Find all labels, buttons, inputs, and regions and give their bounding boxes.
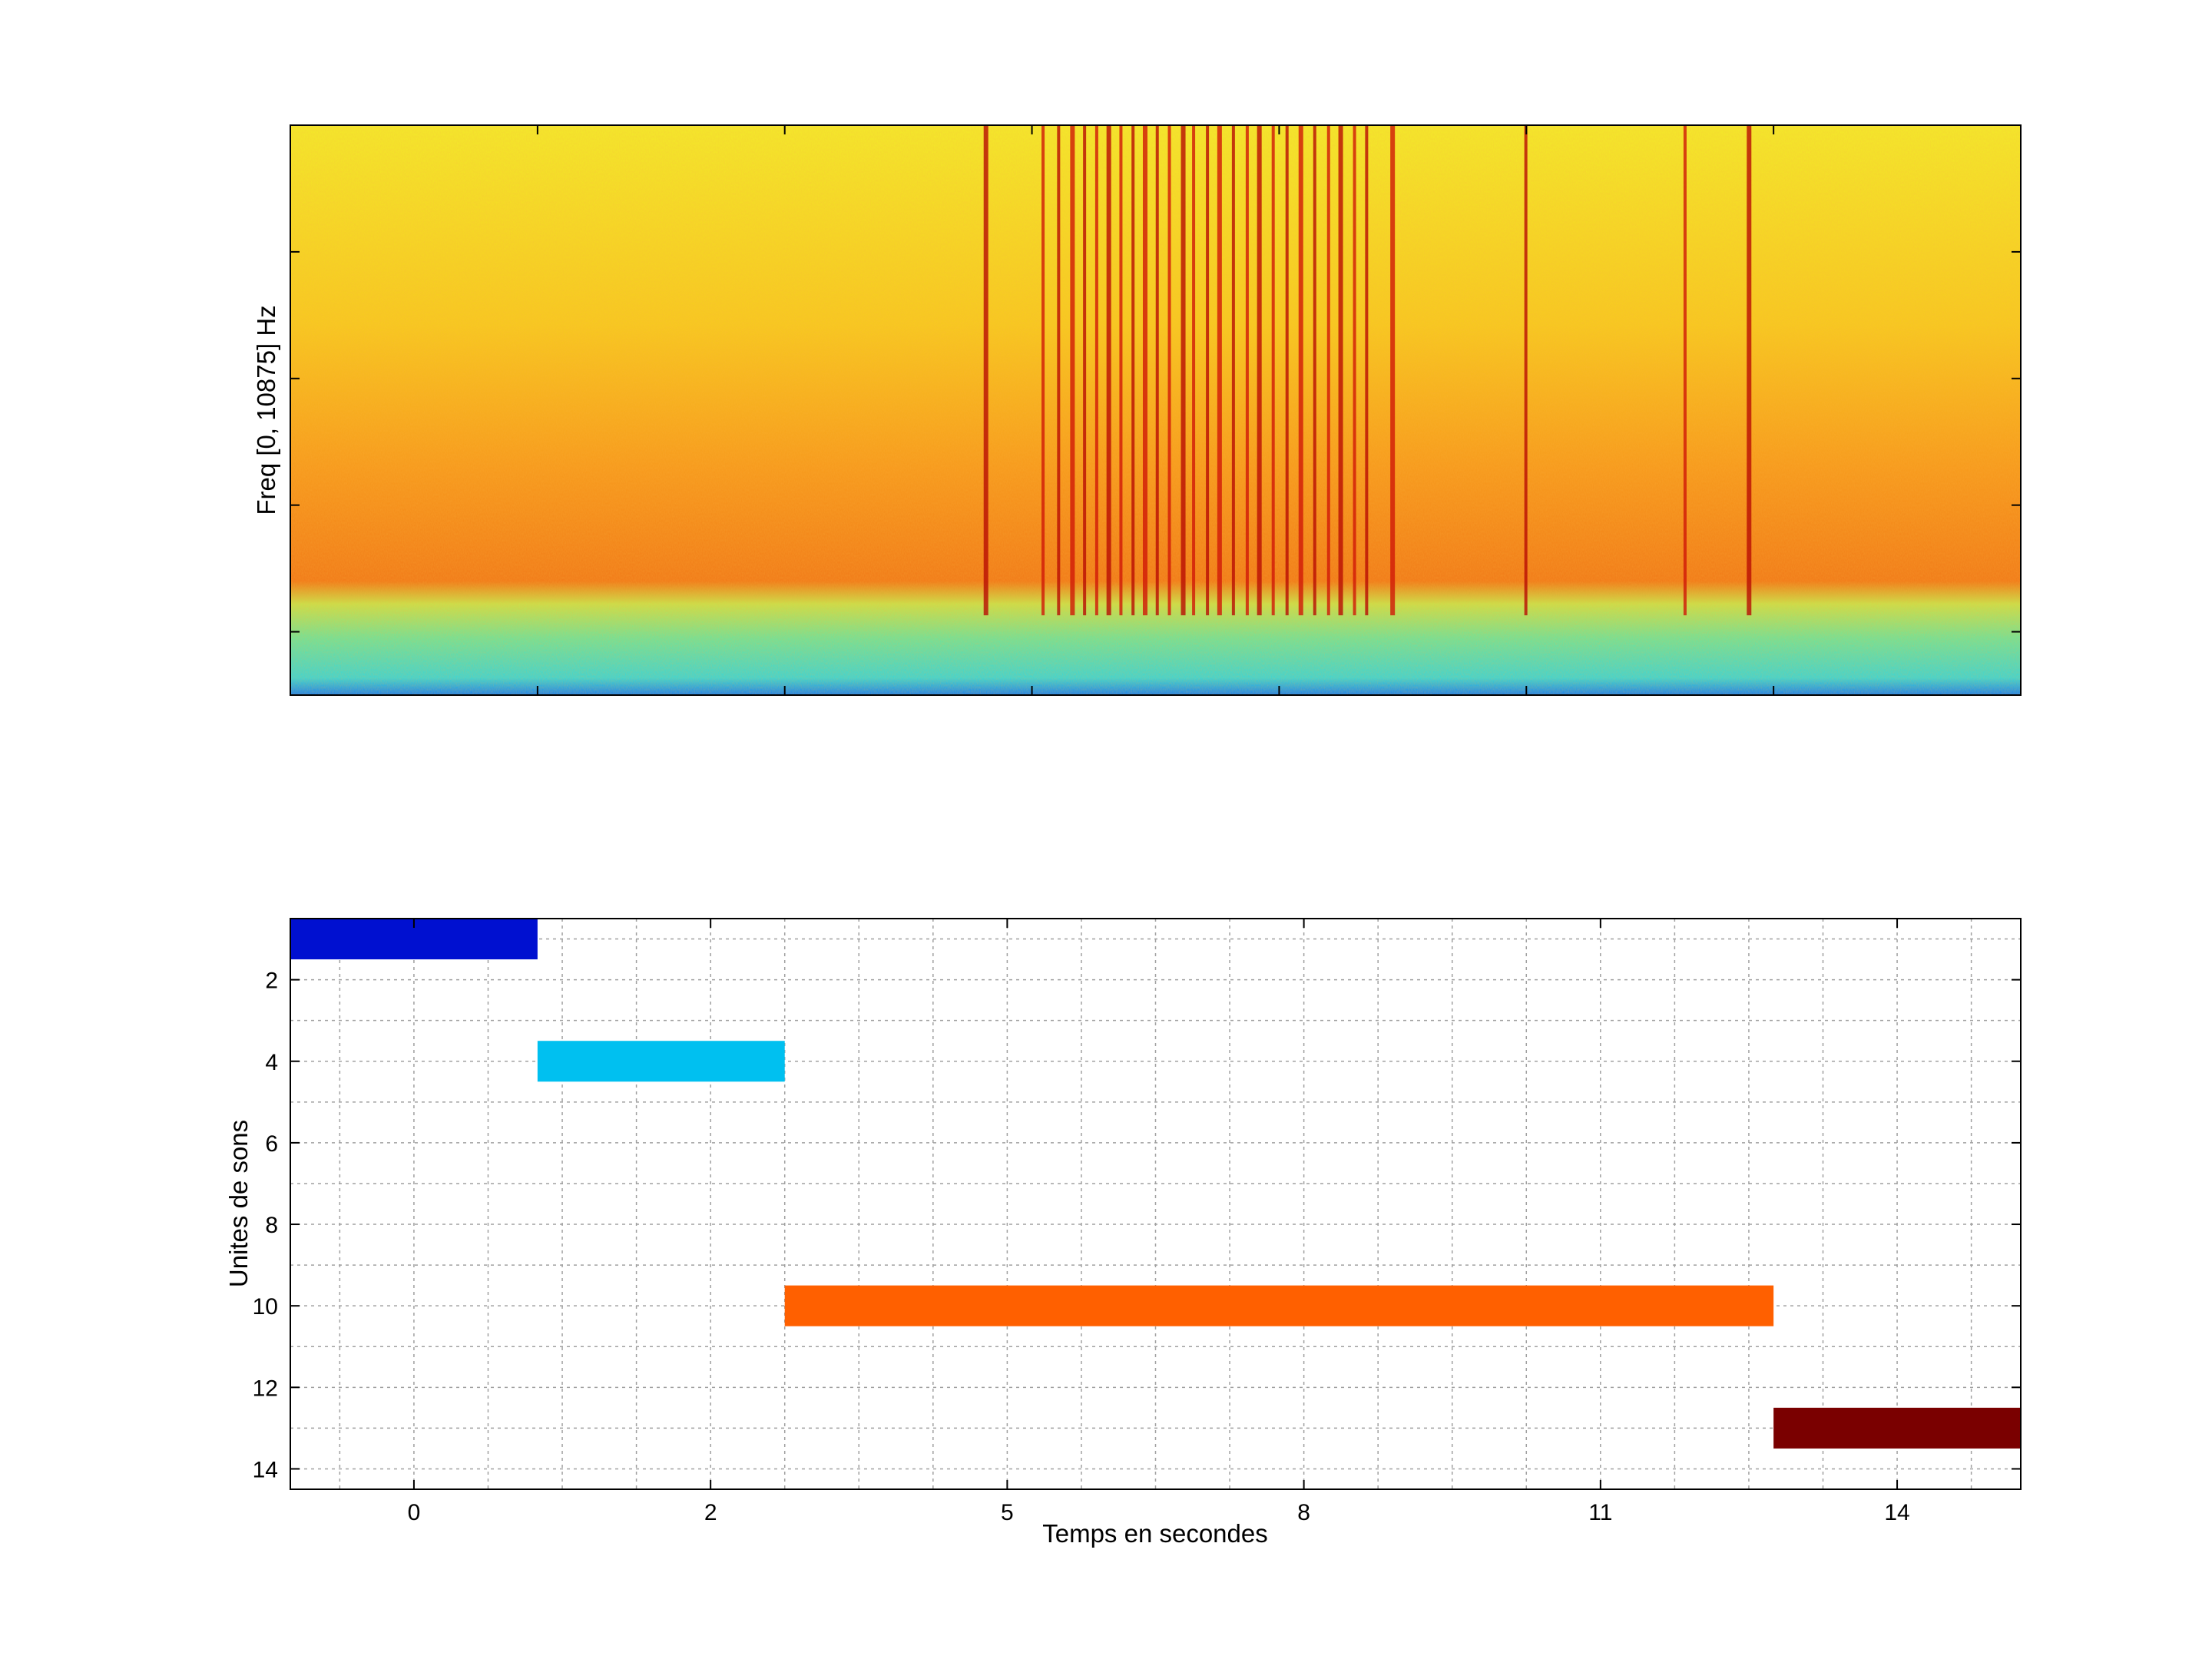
y-tick-label: 8 bbox=[265, 1213, 278, 1238]
sound-unit-bar-10 bbox=[784, 1285, 1774, 1326]
spectrogram-band bbox=[1353, 125, 1356, 616]
y-tick-label: 6 bbox=[265, 1131, 278, 1157]
spectrogram-panel: Freq [0, 10875] Hz bbox=[252, 124, 2022, 696]
spectrogram-band bbox=[1231, 125, 1235, 616]
spectrogram-band bbox=[1390, 125, 1396, 616]
spectrogram-band bbox=[1271, 125, 1275, 616]
spectrogram-band bbox=[1131, 125, 1135, 616]
timeline-panel: 0 2 5 8 11 14 2 4 6 8 10 12 14 Temps en secondes Un… bbox=[224, 918, 2022, 1548]
spectrogram-band bbox=[1206, 125, 1210, 616]
spectrogram-band bbox=[1192, 125, 1196, 616]
spectrogram-band bbox=[1285, 125, 1289, 616]
spectrogram-band bbox=[1747, 125, 1752, 616]
spectrogram-band bbox=[1217, 125, 1222, 616]
timeline-bars bbox=[290, 919, 2021, 1449]
x-tick-label: 8 bbox=[1297, 1500, 1310, 1525]
spectrogram-band bbox=[1298, 125, 1303, 616]
spectrogram-band bbox=[1083, 125, 1087, 616]
y-tick-label: 2 bbox=[265, 969, 278, 994]
spectrogram-y-label: Freq [0, 10875] Hz bbox=[252, 305, 280, 515]
spectrogram-band bbox=[1326, 125, 1330, 616]
timeline-y-tick-labels: 2 4 6 8 10 12 14 bbox=[253, 969, 278, 1483]
spectrogram-band bbox=[1524, 125, 1528, 616]
spectrogram-band bbox=[1057, 125, 1061, 616]
spectrogram-band bbox=[1181, 125, 1186, 616]
y-tick-label: 12 bbox=[253, 1376, 278, 1401]
timeline-grid bbox=[290, 919, 2021, 1489]
y-tick-label: 14 bbox=[253, 1457, 278, 1482]
spectrogram-band bbox=[1683, 125, 1687, 616]
spectrogram-energy-bands bbox=[983, 125, 1752, 616]
spectrogram-ticks bbox=[290, 125, 2021, 695]
spectrogram-band bbox=[1070, 125, 1075, 616]
spectrogram-band bbox=[1155, 125, 1159, 616]
x-tick-label: 11 bbox=[1588, 1500, 1612, 1525]
timeline-y-label: Unites de sons bbox=[224, 1120, 253, 1287]
timeline-x-tick-labels: 0 2 5 8 11 14 bbox=[408, 1500, 1910, 1525]
x-tick-label: 14 bbox=[1884, 1500, 1909, 1525]
spectrogram-band bbox=[1106, 125, 1111, 616]
spectrogram-band bbox=[1338, 125, 1343, 616]
timeline-ticks bbox=[290, 919, 2021, 1489]
spectrogram-band bbox=[1094, 125, 1098, 616]
sound-unit-bar-4 bbox=[537, 1041, 785, 1082]
y-tick-label: 10 bbox=[253, 1294, 278, 1320]
spectrogram-noise-texture bbox=[290, 125, 2021, 695]
timeline-x-label: Temps en secondes bbox=[1042, 1519, 1268, 1548]
spectrogram-band bbox=[1167, 125, 1171, 616]
x-tick-label: 5 bbox=[1001, 1500, 1014, 1525]
spectrogram-band bbox=[1365, 125, 1369, 616]
spectrogram-band bbox=[1257, 125, 1262, 616]
x-tick-label: 2 bbox=[704, 1500, 717, 1525]
spectrogram-axes-frame bbox=[290, 124, 2022, 696]
x-tick-label: 0 bbox=[408, 1500, 421, 1525]
spectrogram-band bbox=[1313, 125, 1316, 616]
spectrogram-band bbox=[1119, 125, 1123, 616]
spectrogram-band bbox=[1041, 125, 1045, 616]
timeline-axes-frame bbox=[290, 918, 2022, 1490]
y-tick-label: 4 bbox=[265, 1050, 278, 1075]
sound-unit-bar-13 bbox=[1773, 1407, 2021, 1449]
spectrogram-band bbox=[1142, 125, 1147, 616]
spectrogram-band bbox=[983, 125, 988, 616]
spectrogram-band bbox=[1245, 125, 1249, 616]
